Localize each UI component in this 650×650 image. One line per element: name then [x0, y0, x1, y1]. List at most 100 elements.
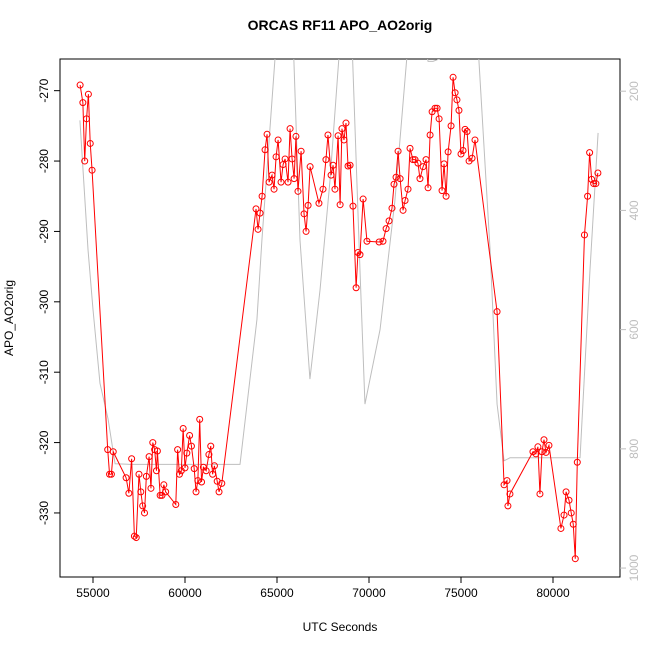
data-point — [459, 146, 467, 154]
data-point — [447, 122, 455, 130]
data-point — [569, 520, 577, 528]
data-point — [334, 132, 342, 140]
y-tick-label: -300 — [37, 289, 51, 313]
y-axis-title: APO_AO2orig — [2, 280, 16, 356]
data-point — [149, 439, 157, 447]
data-point — [284, 178, 292, 186]
y2-tick-label: 800 — [627, 439, 641, 459]
data-point — [86, 139, 94, 147]
data-point — [292, 132, 300, 140]
data-point — [346, 161, 354, 169]
data-point — [506, 490, 514, 498]
data-point — [319, 185, 327, 193]
x-tick-label: 80000 — [536, 586, 570, 600]
data-point — [440, 160, 448, 168]
y-tick-label: -290 — [37, 219, 51, 243]
data-point — [192, 488, 200, 496]
data-point — [125, 489, 133, 497]
data-point — [586, 149, 594, 157]
data-point — [588, 175, 596, 183]
chart-title: ORCAS RF11 APO_AO2orig — [248, 17, 433, 33]
x-tick-label: 60000 — [168, 586, 202, 600]
data-point — [336, 201, 344, 209]
data-point — [352, 284, 360, 292]
x-tick-label: 55000 — [76, 586, 110, 600]
x-tick-label: 70000 — [352, 586, 386, 600]
y2-tick-label: 200 — [627, 81, 641, 101]
data-point — [540, 436, 548, 444]
data-point — [79, 99, 87, 107]
data-point — [536, 490, 544, 498]
data-point — [449, 73, 457, 81]
data-point — [252, 205, 260, 213]
data-point — [534, 443, 542, 451]
series-line — [79, 77, 599, 559]
data-point — [265, 178, 273, 186]
data-point — [190, 465, 198, 473]
data-point — [83, 115, 91, 123]
data-point — [382, 225, 390, 233]
data-point — [419, 163, 427, 171]
data-point — [158, 491, 166, 499]
data-point — [573, 458, 581, 466]
y2-tick-label: 600 — [627, 319, 641, 339]
data-point — [394, 147, 402, 155]
data-point — [258, 192, 266, 200]
data-point — [288, 155, 296, 163]
y2-tick-label: 1000 — [627, 554, 641, 581]
data-point — [592, 180, 600, 188]
data-point — [463, 127, 471, 135]
data-point — [359, 195, 367, 203]
data-point — [162, 488, 170, 496]
data-point — [416, 175, 424, 183]
data-point — [404, 185, 412, 193]
data-point — [88, 166, 96, 174]
data-point — [468, 154, 476, 162]
y2-tick-label: 400 — [627, 200, 641, 220]
data-point — [461, 125, 469, 133]
data-point — [142, 472, 150, 480]
data-point — [414, 159, 422, 167]
x-tick-label: 65000 — [260, 586, 294, 600]
data-point — [363, 237, 371, 245]
y-tick-label: -310 — [37, 360, 51, 384]
data-point — [186, 432, 194, 440]
data-point — [562, 488, 570, 496]
data-point — [322, 156, 330, 164]
data-point — [139, 502, 147, 510]
data-point — [406, 144, 414, 152]
data-point — [571, 555, 579, 563]
data-point — [172, 501, 180, 509]
y-tick-label: -320 — [37, 430, 51, 454]
data-point — [281, 155, 289, 163]
data-point — [435, 115, 443, 123]
data-point — [444, 148, 452, 156]
data-point — [106, 470, 114, 478]
data-point — [590, 180, 598, 188]
data-point — [294, 187, 302, 195]
data-point — [290, 175, 298, 183]
data-point — [277, 178, 285, 186]
data-point — [560, 511, 568, 519]
data-point — [215, 488, 223, 496]
data-point — [198, 478, 206, 486]
data-point — [315, 199, 323, 207]
data-point — [130, 532, 138, 540]
data-point — [409, 156, 417, 164]
data-point — [542, 448, 550, 456]
data-point — [324, 131, 332, 139]
data-point — [196, 415, 204, 423]
data-point — [451, 89, 459, 97]
data-point — [306, 163, 314, 171]
data-point — [109, 448, 117, 456]
data-point — [349, 202, 357, 210]
y-tick-label: -280 — [37, 149, 51, 173]
data-point — [302, 227, 310, 235]
data-point — [594, 169, 602, 177]
plot-box — [59, 58, 621, 578]
data-point — [396, 175, 404, 183]
data-point — [187, 442, 195, 450]
y-tick-label: -270 — [37, 78, 51, 102]
data-point — [194, 477, 202, 485]
